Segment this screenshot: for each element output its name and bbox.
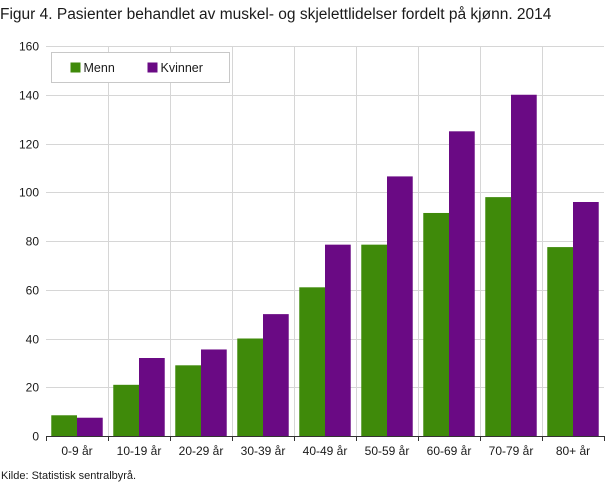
x-tick-label: 70-79 år	[489, 444, 534, 458]
legend-label-menn: Menn	[84, 61, 115, 75]
y-tick-label: 140	[19, 89, 39, 103]
bar-kvinner-3	[263, 314, 289, 436]
bar-menn-4	[299, 287, 325, 436]
y-tick-label: 160	[19, 40, 39, 54]
y-tick-label: 120	[19, 138, 39, 152]
x-tick-label: 20-29 år	[179, 444, 224, 458]
y-tick-label: 40	[26, 333, 40, 347]
x-tick-label: 80+ år	[556, 444, 590, 458]
y-tick-label: 0	[32, 430, 39, 444]
y-tick-label: 100	[19, 186, 39, 200]
bar-kvinner-0	[77, 417, 103, 436]
legend-swatch-kvinner	[147, 62, 158, 73]
x-tick-label: 60-69 år	[427, 444, 472, 458]
legend-label-kvinner: Kvinner	[161, 61, 203, 75]
bar-menn-7	[485, 197, 511, 436]
bar-kvinner-1	[139, 358, 165, 436]
bar-kvinner-8	[573, 202, 599, 436]
bar-menn-5	[361, 244, 387, 436]
legend-swatch-menn	[70, 62, 81, 73]
bar-menn-8	[547, 247, 573, 436]
y-tick-label: 20	[26, 381, 40, 395]
y-tick-label: 80	[26, 235, 40, 249]
source-note: Kilde: Statistisk sentralbyrå.	[1, 470, 137, 482]
bar-menn-1	[113, 384, 139, 436]
x-tick-label: 0-9 år	[61, 444, 92, 458]
x-tick-label: 50-59 år	[365, 444, 410, 458]
chart-title: Figur 4. Pasienter behandlet av muskel- …	[0, 6, 552, 23]
x-tick-label: 30-39 år	[241, 444, 286, 458]
bar-kvinner-5	[387, 176, 413, 436]
bar-menn-0	[51, 415, 77, 436]
axes: 0 20 40 60 80 100 120 140 160 0-9 år 10-19 år 20-29…	[19, 40, 605, 458]
bar-menn-3	[237, 338, 263, 436]
bars	[51, 94, 599, 436]
bar-kvinner-2	[201, 349, 227, 436]
legend: Menn Kvinner	[51, 52, 230, 83]
bar-menn-2	[175, 365, 201, 436]
x-tick-label: 40-49 år	[303, 444, 348, 458]
legend-box	[51, 52, 230, 83]
bar-menn-6	[423, 212, 449, 436]
y-tick-label: 60	[26, 284, 40, 298]
bar-kvinner-4	[325, 244, 351, 436]
x-tick-label: 10-19 år	[117, 444, 162, 458]
bar-kvinner-6	[449, 131, 475, 436]
bar-kvinner-7	[511, 94, 537, 436]
